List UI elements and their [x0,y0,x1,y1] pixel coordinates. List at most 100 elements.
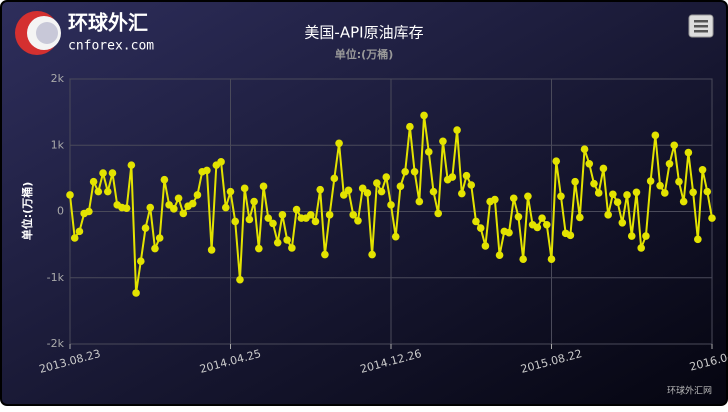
data-point [434,209,443,218]
data-point [694,235,702,244]
data-point [642,232,650,240]
data-point [424,148,433,156]
data-point [89,177,98,186]
data-point [660,189,669,197]
data-point [179,209,188,218]
data-point [94,187,103,196]
data-point [146,203,155,212]
data-point [495,251,504,260]
logo: 环球外汇 cnforex.com [15,11,154,55]
data-point [321,250,329,259]
data-point [538,214,546,222]
data-point [193,191,202,199]
data-point [651,131,660,140]
data-point [250,197,258,206]
data-point [524,192,532,201]
data-point [382,173,391,181]
data-point [679,197,688,206]
data-point [221,203,230,212]
data-point [368,250,376,259]
data-point [689,188,697,197]
data-point [665,160,674,168]
data-point [542,220,551,229]
data-point [155,234,164,242]
data-point [467,181,476,189]
y-tick-label: 2k [51,72,65,85]
data-point [675,177,683,186]
data-point [363,189,372,197]
data-point [288,244,296,252]
data-point [453,126,461,134]
data-point [236,275,244,284]
data-point [401,167,409,176]
data-point [85,207,93,216]
data-point [269,219,277,228]
data-point [448,173,457,181]
data-point [137,257,145,265]
data-point [708,214,716,222]
menu-button[interactable] [688,14,714,38]
data-point [391,232,400,241]
data-point [231,217,240,226]
y-tick-label: -2k [47,337,65,350]
data-point [373,179,381,187]
y-tick-label: 1k [51,138,65,151]
data-point [387,201,395,209]
data-point [339,191,348,199]
data-point [703,187,712,196]
data-point [623,191,631,199]
y-axis-label: 单位:(万桶) [20,182,34,240]
data-point [396,182,405,191]
data-point [656,181,664,190]
data-point [519,255,527,263]
data-point [576,213,584,222]
data-point [698,165,707,174]
data-point [316,185,324,194]
data-point [481,242,490,250]
data-point [226,187,235,196]
data-point [646,177,655,185]
data-point [377,187,386,196]
data-point [108,169,117,177]
data-point [462,171,471,180]
data-point [429,187,438,196]
data-point [571,177,579,186]
data-point [240,184,249,193]
logo-site: cnforex.com [68,39,154,54]
data-point [632,188,641,197]
y-tick-label: -1k [47,271,65,284]
data-point [637,244,645,252]
data-point [283,236,291,244]
data-point [217,158,225,166]
data-point [491,195,499,204]
data-point [207,246,216,254]
data-point [580,145,589,154]
data-point [335,139,343,148]
data-point [566,231,575,240]
data-point [354,216,362,225]
data-point [160,175,169,184]
data-point [151,244,159,253]
data-point [122,204,131,212]
data-point [552,157,561,165]
data-point [103,187,112,196]
data-point [420,111,428,120]
data-point [670,141,679,150]
data-point [174,194,183,203]
data-point [245,215,254,224]
data-point [618,218,627,227]
logo-name: 环球外汇 [68,11,148,35]
data-point [170,205,178,213]
data-point [66,191,74,199]
data-point [533,223,542,232]
data-point [325,211,334,219]
data-point [609,190,617,199]
data-point [127,161,136,169]
data-point [585,160,594,168]
chart-subtitle: 单位:(万桶) [335,47,393,61]
data-point [594,189,603,197]
data-point [70,234,79,242]
data-point [406,122,414,131]
data-point [547,255,556,263]
